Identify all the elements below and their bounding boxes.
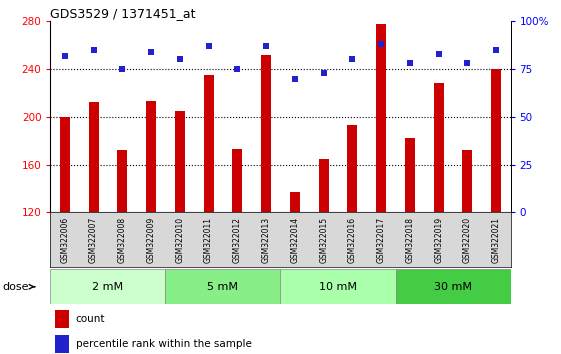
Point	[319, 70, 328, 76]
Bar	[376, 24, 386, 212]
Bar	[117, 150, 127, 212]
Point	[89, 47, 98, 53]
Bar	[146, 101, 156, 212]
Text: GSM322007: GSM322007	[89, 217, 98, 263]
Text: GSM322012: GSM322012	[233, 217, 242, 263]
Text: percentile rank within the sample: percentile rank within the sample	[76, 339, 252, 349]
Bar	[55, 310, 69, 328]
Point	[406, 61, 415, 66]
Text: GSM322019: GSM322019	[434, 217, 443, 263]
Point	[118, 66, 127, 72]
Text: 10 mM: 10 mM	[319, 282, 357, 292]
Text: 2 mM: 2 mM	[93, 282, 123, 292]
Bar	[55, 335, 69, 353]
Point	[434, 51, 443, 57]
Text: 30 mM: 30 mM	[434, 282, 472, 292]
Text: GSM322013: GSM322013	[261, 217, 270, 263]
Text: GSM322009: GSM322009	[146, 217, 155, 263]
Bar	[280, 269, 396, 304]
Bar	[319, 159, 329, 212]
Bar	[347, 125, 357, 212]
Bar	[60, 117, 70, 212]
Text: GSM322018: GSM322018	[406, 217, 415, 263]
Point	[261, 43, 270, 49]
Text: dose: dose	[2, 282, 35, 292]
Bar	[434, 83, 444, 212]
Point	[204, 43, 213, 49]
Text: GSM322020: GSM322020	[463, 217, 472, 263]
Bar	[204, 75, 214, 212]
Bar	[261, 55, 271, 212]
Text: GSM322011: GSM322011	[204, 217, 213, 263]
Bar	[232, 149, 242, 212]
Bar	[491, 69, 501, 212]
Bar	[165, 269, 280, 304]
Point	[348, 57, 357, 62]
Point	[376, 41, 385, 47]
Bar	[405, 138, 415, 212]
Bar	[290, 192, 300, 212]
Text: GSM322010: GSM322010	[176, 217, 185, 263]
Point	[176, 57, 185, 62]
Text: GSM322021: GSM322021	[491, 217, 500, 263]
Point	[146, 49, 155, 55]
Text: GSM322016: GSM322016	[348, 217, 357, 263]
Point	[491, 47, 500, 53]
Bar	[396, 269, 511, 304]
Text: GDS3529 / 1371451_at: GDS3529 / 1371451_at	[50, 7, 196, 20]
Bar	[462, 150, 472, 212]
Text: GSM322017: GSM322017	[376, 217, 385, 263]
Text: GSM322014: GSM322014	[291, 217, 300, 263]
Point	[463, 61, 472, 66]
Bar	[175, 111, 185, 212]
Bar	[89, 102, 99, 212]
Bar	[50, 269, 165, 304]
Text: count: count	[76, 314, 105, 325]
Point	[233, 66, 242, 72]
Point	[61, 53, 70, 58]
Text: GSM322006: GSM322006	[61, 217, 70, 263]
Text: 5 mM: 5 mM	[208, 282, 238, 292]
Text: GSM322015: GSM322015	[319, 217, 328, 263]
Point	[291, 76, 300, 81]
Text: GSM322008: GSM322008	[118, 217, 127, 263]
